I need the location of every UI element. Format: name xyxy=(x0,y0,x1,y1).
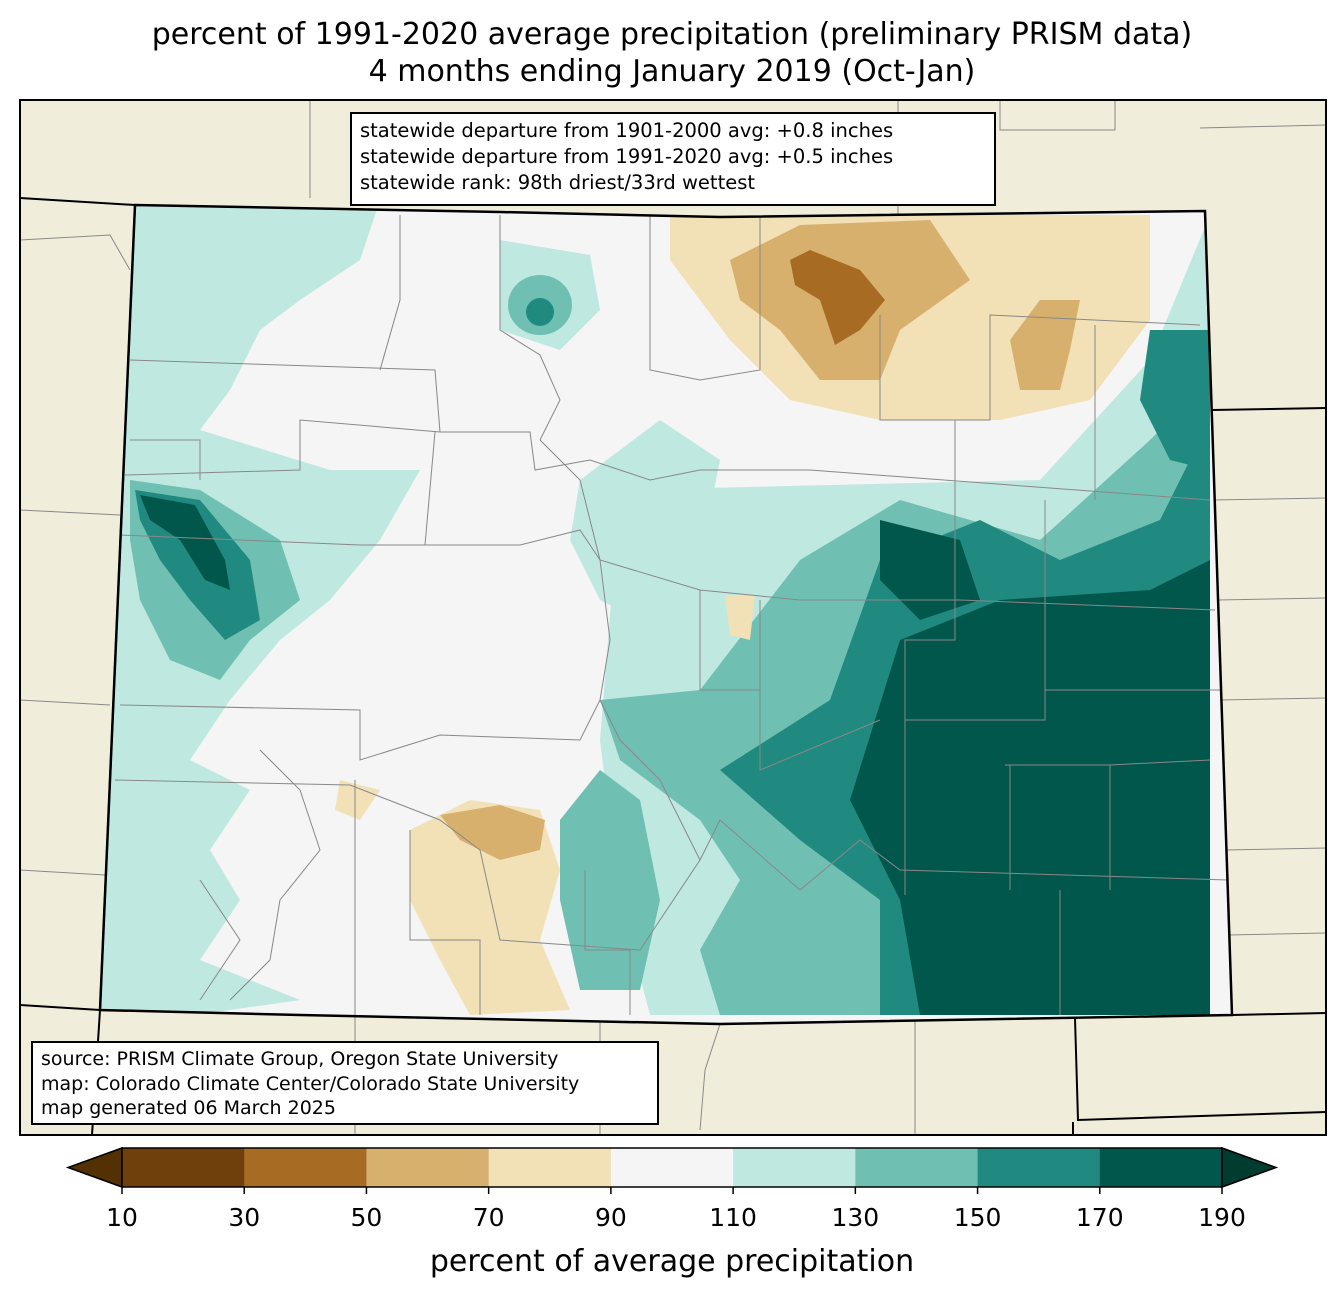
colorbar-label: percent of average precipitation xyxy=(429,1244,915,1279)
wet-north-park-spot xyxy=(526,298,554,326)
colorbar xyxy=(65,1146,1279,1194)
map-frame xyxy=(19,99,1327,1136)
colorbar-segment xyxy=(977,1148,1101,1187)
wet-southeast-mid xyxy=(1140,330,1210,470)
colorbar-tick-label: 90 xyxy=(594,1203,627,1232)
colorbar-tick-label: 30 xyxy=(228,1203,261,1232)
source-line: source: PRISM Climate Group, Oregon Stat… xyxy=(41,1048,559,1070)
colorbar-segment xyxy=(1099,1148,1223,1187)
dry-southwest-valley xyxy=(335,780,380,820)
statewide-stats-box: statewide departure from 1901-2000 avg: … xyxy=(350,112,996,206)
dry-southwest-valley xyxy=(725,595,755,640)
colorbar-extend-under xyxy=(65,1146,123,1189)
wet-southeast-high xyxy=(850,560,1210,1015)
precip-field xyxy=(100,205,1232,1024)
dry-san-luis xyxy=(410,800,570,1015)
colorbar-tick-label: 190 xyxy=(1198,1203,1246,1232)
colorbar-segment xyxy=(244,1148,367,1187)
colorbar-segment xyxy=(733,1148,856,1187)
colorbar-tick-label: 50 xyxy=(350,1203,383,1232)
colorbar-segment xyxy=(488,1148,612,1187)
colorbar-segment xyxy=(610,1148,734,1187)
dry-northeast xyxy=(1010,300,1080,390)
wet-northwest-peak xyxy=(140,495,230,590)
colorbar-tick-label: 170 xyxy=(1075,1203,1124,1232)
map-credit-line: map: Colorado Climate Center/Colorado St… xyxy=(41,1072,580,1095)
dry-san-luis xyxy=(440,805,545,860)
colorbar-tick-label: 130 xyxy=(831,1203,880,1232)
county-boundaries xyxy=(114,215,1231,1015)
source-box: source: PRISM Climate Group, Oregon Stat… xyxy=(31,1041,659,1125)
colorbar-tick-label: 110 xyxy=(709,1203,757,1232)
stat-rank: statewide rank: 98th driest/33rd wettest xyxy=(360,171,756,194)
colorbar-frame xyxy=(121,1147,1223,1188)
dry-northeast-core xyxy=(790,250,885,345)
map-subtitle: 4 months ending January 2019 (Oct-Jan) xyxy=(368,54,976,89)
colorbar-segment xyxy=(122,1148,245,1187)
colorbar-tick-label: 10 xyxy=(106,1203,138,1232)
stat-departure-1991: statewide departure from 1991-2020 avg: … xyxy=(360,145,894,168)
colorbar-tick-label: 70 xyxy=(472,1203,505,1232)
colorbar-segment xyxy=(855,1148,979,1187)
generated-date-line: map generated 06 March 2025 xyxy=(41,1097,336,1119)
map-title: percent of 1991-2020 average precipitati… xyxy=(151,17,1193,52)
colorbar-segment xyxy=(366,1148,490,1187)
stat-departure-1901: statewide departure from 1901-2000 avg: … xyxy=(360,119,894,142)
colorbar-extend-over xyxy=(1221,1146,1279,1189)
colorbar-tick-label: 150 xyxy=(953,1203,1002,1232)
